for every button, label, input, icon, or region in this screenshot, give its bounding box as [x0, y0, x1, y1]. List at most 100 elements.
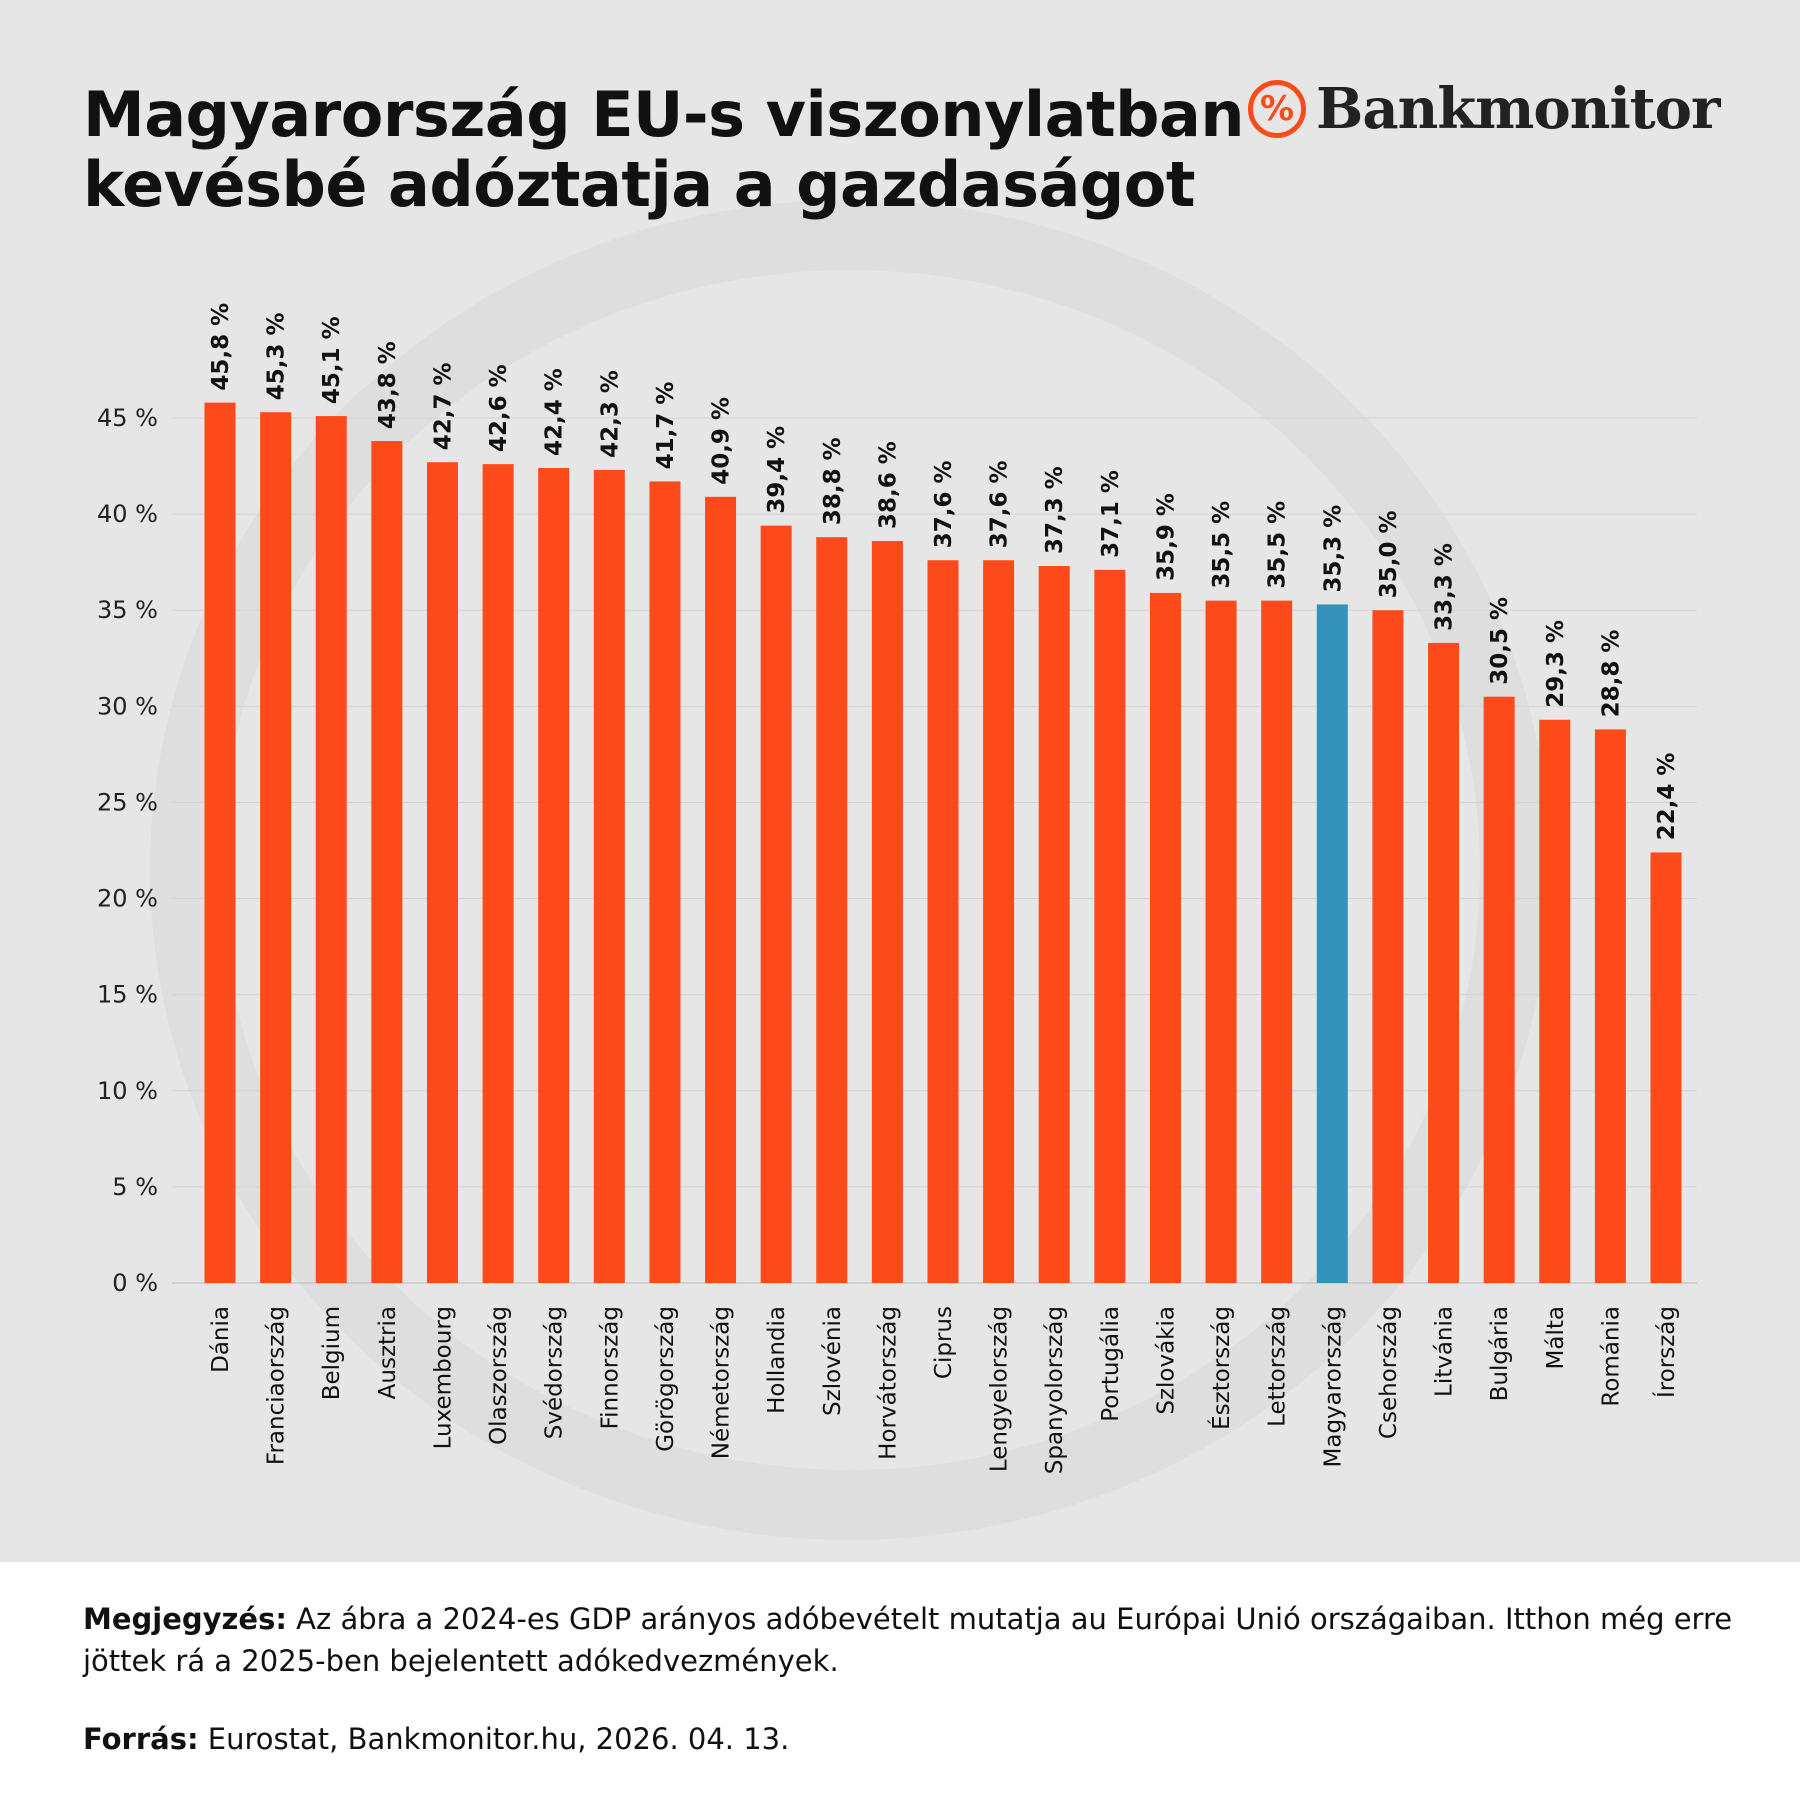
bar — [1316, 604, 1348, 1283]
note: Megjegyzés: Az ábra a 2024-es GDP arányo… — [83, 1598, 1733, 1682]
data-label: 37,3 % — [1042, 466, 1068, 554]
bar — [315, 416, 347, 1284]
source-text: Eurostat, Bankmonitor.hu, 2026. 04. 13. — [198, 1722, 790, 1756]
title-line-2: kevésbé adóztatja a gazdaságot — [83, 148, 1196, 221]
y-tick-label: 40 % — [97, 500, 158, 528]
bar — [1261, 600, 1293, 1283]
data-label: 35,0 % — [1376, 510, 1402, 598]
data-label: 42,6 % — [486, 364, 512, 452]
y-tick-label: 30 % — [97, 692, 158, 720]
x-tick-label: Németország — [709, 1306, 735, 1459]
bar — [649, 481, 681, 1283]
y-tick-label: 20 % — [97, 885, 158, 913]
chart-title: Magyarország EU-s viszonylatban kevésbé a… — [83, 78, 1245, 221]
data-label: 35,9 % — [1153, 493, 1179, 581]
y-tick-label: 0 % — [112, 1269, 158, 1297]
data-label: 41,7 % — [653, 382, 679, 470]
x-tick-label: Szlovénia — [820, 1306, 846, 1416]
bar — [204, 402, 236, 1284]
data-label: 45,1 % — [319, 316, 345, 404]
x-tick-label: Portugália — [1098, 1306, 1124, 1422]
x-tick-label: Bulgária — [1487, 1306, 1513, 1401]
data-label: 37,6 % — [931, 460, 957, 548]
note-text: Az ábra a 2024-es GDP arányos adóbevétel… — [83, 1602, 1733, 1678]
x-tick-label: Lengyelország — [987, 1306, 1013, 1472]
bar — [260, 412, 292, 1283]
data-label: 35,3 % — [1320, 505, 1346, 593]
data-label: 38,6 % — [875, 441, 901, 529]
logo-text: Bankmonitor — [1316, 76, 1720, 142]
x-tick-label: Litvánia — [1432, 1306, 1458, 1397]
bar — [760, 525, 792, 1283]
x-tick-label: Görögország — [653, 1306, 679, 1452]
x-tick-label: Ciprus — [931, 1306, 957, 1379]
data-label: 33,3 % — [1432, 543, 1458, 631]
data-label: 28,8 % — [1598, 630, 1624, 718]
percent-arrow-icon: % — [1248, 80, 1306, 138]
bar — [705, 496, 737, 1283]
x-tick-label: Horvátország — [875, 1306, 901, 1460]
bar — [1149, 592, 1181, 1283]
bar-chart: 0 % 5 % 10 % 15 % 20 % 25 % 30 % 35 % 40 % 45 % 45… — [97, 303, 1697, 1474]
bar — [538, 467, 570, 1283]
x-tick-label: Ausztria — [375, 1306, 401, 1399]
data-label: 29,3 % — [1543, 620, 1569, 708]
data-label: 35,5 % — [1265, 501, 1291, 589]
x-tick-label: Finnország — [597, 1306, 623, 1429]
x-tick-label: Franciaország — [264, 1306, 290, 1465]
y-tick-label: 5 % — [112, 1173, 158, 1201]
data-label: 39,4 % — [764, 426, 790, 514]
x-tick-label: Magyarország — [1320, 1306, 1346, 1467]
x-tick-label: Csehország — [1376, 1306, 1402, 1439]
data-label: 35,5 % — [1209, 501, 1235, 589]
x-tick-label: Szlovákia — [1153, 1306, 1179, 1415]
data-label: 37,6 % — [987, 460, 1013, 548]
data-label: 42,7 % — [430, 362, 456, 450]
data-label: 22,4 % — [1654, 753, 1680, 841]
x-tick-label: Románia — [1598, 1306, 1624, 1407]
data-label: 30,5 % — [1487, 597, 1513, 685]
bar — [1650, 852, 1682, 1283]
note-label: Megjegyzés: — [83, 1602, 287, 1636]
y-tick-label: 45 % — [97, 404, 158, 432]
data-label: 42,4 % — [542, 368, 568, 456]
x-tick-label: Hollandia — [764, 1306, 790, 1414]
data-label: 40,9 % — [709, 397, 735, 485]
x-tick-label: Svédország — [542, 1306, 568, 1439]
data-label: 45,8 % — [208, 303, 234, 391]
bar — [1205, 600, 1237, 1283]
bar — [1094, 569, 1126, 1283]
x-tick-label: Észtország — [1207, 1306, 1235, 1430]
bar — [1428, 642, 1460, 1283]
data-label: 43,8 % — [375, 341, 401, 429]
data-label: 45,3 % — [264, 312, 290, 400]
source-label: Forrás: — [83, 1722, 199, 1756]
x-tick-label: Belgium — [319, 1306, 345, 1400]
bankmonitor-logo: % Bankmonitor — [1248, 76, 1720, 142]
source: Forrás: Eurostat, Bankmonitor.hu, 2026. … — [83, 1718, 1733, 1760]
y-tick-label: 10 % — [97, 1077, 158, 1105]
bar — [1483, 696, 1515, 1283]
y-tick-label: 35 % — [97, 596, 158, 624]
title-line-1: Magyarország EU-s viszonylatban — [83, 78, 1245, 151]
y-tick-label: 25 % — [97, 788, 158, 816]
x-tick-label: Olaszország — [486, 1306, 512, 1445]
x-tick-label: Luxembourg — [430, 1306, 456, 1449]
bar — [371, 441, 403, 1284]
bar — [426, 462, 458, 1283]
x-tick-label: Lettország — [1265, 1306, 1291, 1427]
x-tick-label: Írország — [1652, 1306, 1680, 1398]
bar — [871, 541, 903, 1283]
bar — [1372, 610, 1404, 1283]
bar — [1539, 719, 1571, 1283]
x-tick-label: Spanyolország — [1042, 1306, 1068, 1474]
bar — [593, 469, 625, 1283]
bar — [1038, 566, 1070, 1283]
y-tick-label: 15 % — [97, 981, 158, 1009]
footer: Megjegyzés: Az ábra a 2024-es GDP arányo… — [83, 1598, 1733, 1796]
x-tick-label: Dánia — [208, 1306, 234, 1373]
bar — [927, 560, 959, 1283]
data-label: 42,3 % — [597, 370, 623, 458]
bar — [983, 560, 1015, 1283]
data-label: 38,8 % — [820, 437, 846, 525]
